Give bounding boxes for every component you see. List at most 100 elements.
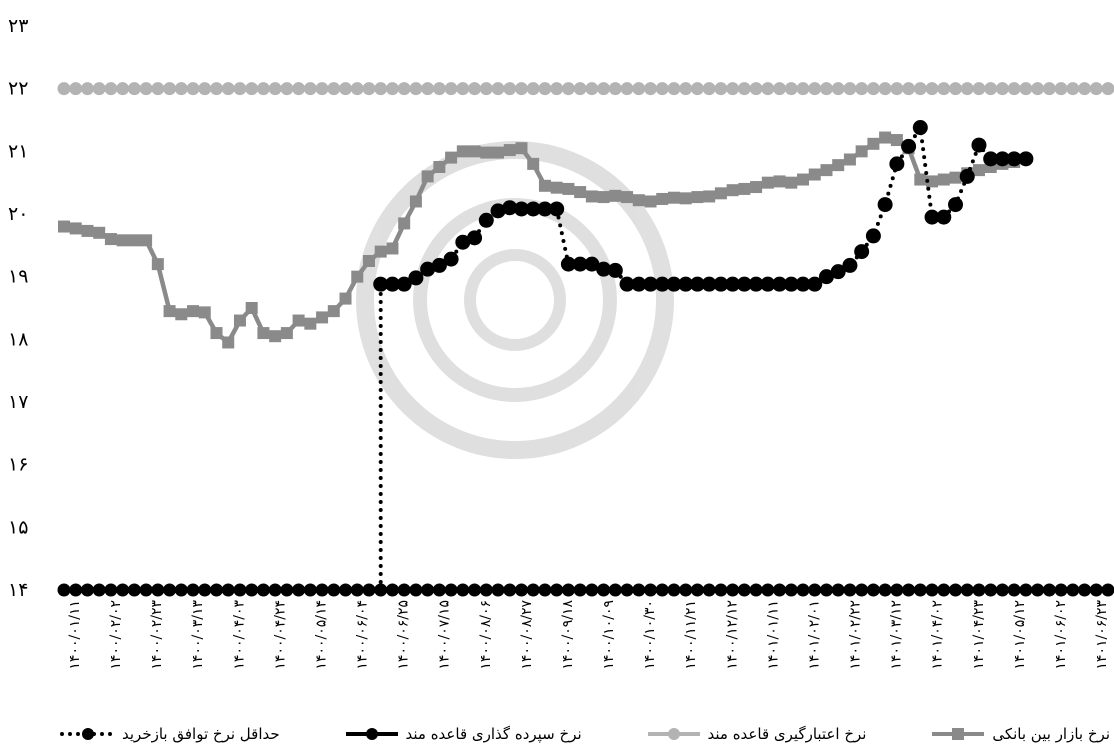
data-point xyxy=(538,82,552,96)
data-point xyxy=(913,82,927,96)
x-tick-label: ۱۴۰۰/۰۶/۲۵ xyxy=(396,600,412,670)
data-point xyxy=(443,251,459,267)
data-point xyxy=(831,583,845,597)
data-point xyxy=(609,189,622,202)
data-point xyxy=(280,82,294,96)
data-point xyxy=(526,82,540,96)
x-tick-label: ۱۴۰۱/۰۲/۲۲ xyxy=(848,600,864,670)
data-point xyxy=(292,82,306,96)
data-point xyxy=(444,583,458,597)
data-point xyxy=(738,182,751,195)
data-point xyxy=(1018,151,1034,167)
data-point xyxy=(151,258,164,271)
data-point xyxy=(491,583,505,597)
data-point xyxy=(621,191,634,204)
data-point xyxy=(796,82,810,96)
x-tick-label: ۱۴۰۱/۰۶/۰۲ xyxy=(1053,600,1069,670)
data-point xyxy=(726,184,739,197)
legend-swatch-repo xyxy=(60,728,116,740)
data-point xyxy=(912,120,928,136)
data-point xyxy=(421,170,434,183)
data-point xyxy=(420,261,436,277)
data-point xyxy=(209,583,223,597)
data-point xyxy=(890,134,903,147)
data-point xyxy=(396,276,412,292)
x-tick-label: ۱۴۰۰/۰۲/۰۲ xyxy=(108,600,124,670)
data-point xyxy=(351,270,364,283)
data-point xyxy=(304,317,317,330)
data-point xyxy=(1019,82,1033,96)
data-point xyxy=(456,82,470,96)
x-tick-label: ۱۴۰۱/۰۴/۰۲ xyxy=(930,600,946,670)
data-point xyxy=(384,276,400,292)
data-point xyxy=(303,82,317,96)
series-layer xyxy=(57,82,1114,597)
data-point xyxy=(233,82,247,96)
data-point xyxy=(819,583,833,597)
data-point xyxy=(937,583,951,597)
data-point xyxy=(1031,583,1045,597)
data-point xyxy=(949,171,962,184)
data-point xyxy=(667,583,681,597)
data-point xyxy=(667,191,680,204)
x-tick-label: ۱۴۰۰/۰۸/۰۶ xyxy=(478,600,494,670)
data-point xyxy=(562,182,575,195)
data-point xyxy=(761,583,775,597)
data-point xyxy=(186,82,200,96)
x-tick-label: ۱۴۰۱/۰۲/۰۱ xyxy=(806,600,822,670)
data-point xyxy=(761,176,774,189)
data-point xyxy=(596,261,612,277)
data-point xyxy=(127,583,141,597)
data-point xyxy=(574,186,587,199)
data-point xyxy=(843,583,857,597)
x-tick-label: ۱۴۰۰/۰۵/۱۴ xyxy=(313,600,329,670)
data-point xyxy=(585,190,598,203)
data-point xyxy=(515,142,528,155)
series-0 xyxy=(58,131,1021,349)
data-point xyxy=(573,583,587,597)
data-point xyxy=(879,131,892,144)
data-point xyxy=(561,82,575,96)
data-point xyxy=(315,583,329,597)
data-point xyxy=(703,190,716,203)
x-tick-label: ۱۴۰۱/۰۱/۱۱ xyxy=(765,600,781,670)
data-point xyxy=(339,82,353,96)
data-point xyxy=(1101,82,1114,96)
data-point xyxy=(350,583,364,597)
data-point xyxy=(972,82,986,96)
data-point xyxy=(550,82,564,96)
data-point xyxy=(221,583,235,597)
data-point xyxy=(832,159,845,172)
data-point xyxy=(526,583,540,597)
data-point xyxy=(503,82,517,96)
data-point xyxy=(175,308,188,321)
data-point xyxy=(127,82,141,96)
data-point xyxy=(877,197,893,213)
data-point xyxy=(444,82,458,96)
data-point xyxy=(1007,583,1021,597)
data-point xyxy=(339,292,352,305)
data-point xyxy=(597,191,610,204)
x-tick-label: ۱۴۰۰/۰۴/۰۳ xyxy=(231,600,247,670)
data-point xyxy=(866,82,880,96)
data-point xyxy=(854,244,870,260)
data-point xyxy=(174,82,188,96)
data-point xyxy=(480,146,493,159)
x-tick-label: ۱۴۰۱/۰۴/۲۳ xyxy=(971,600,987,670)
data-point xyxy=(432,583,446,597)
data-point xyxy=(949,583,963,597)
data-point xyxy=(690,583,704,597)
y-tick-label: ۲۲ xyxy=(8,78,28,100)
data-point xyxy=(269,330,282,343)
data-point xyxy=(198,82,212,96)
data-point xyxy=(116,234,129,247)
data-point xyxy=(327,305,340,318)
data-point xyxy=(714,583,728,597)
data-point xyxy=(644,195,657,208)
data-point xyxy=(937,82,951,96)
legend-swatch-interbank xyxy=(932,728,985,740)
data-point xyxy=(57,583,71,597)
data-point xyxy=(1042,82,1056,96)
data-point xyxy=(151,82,165,96)
data-point xyxy=(456,145,469,158)
